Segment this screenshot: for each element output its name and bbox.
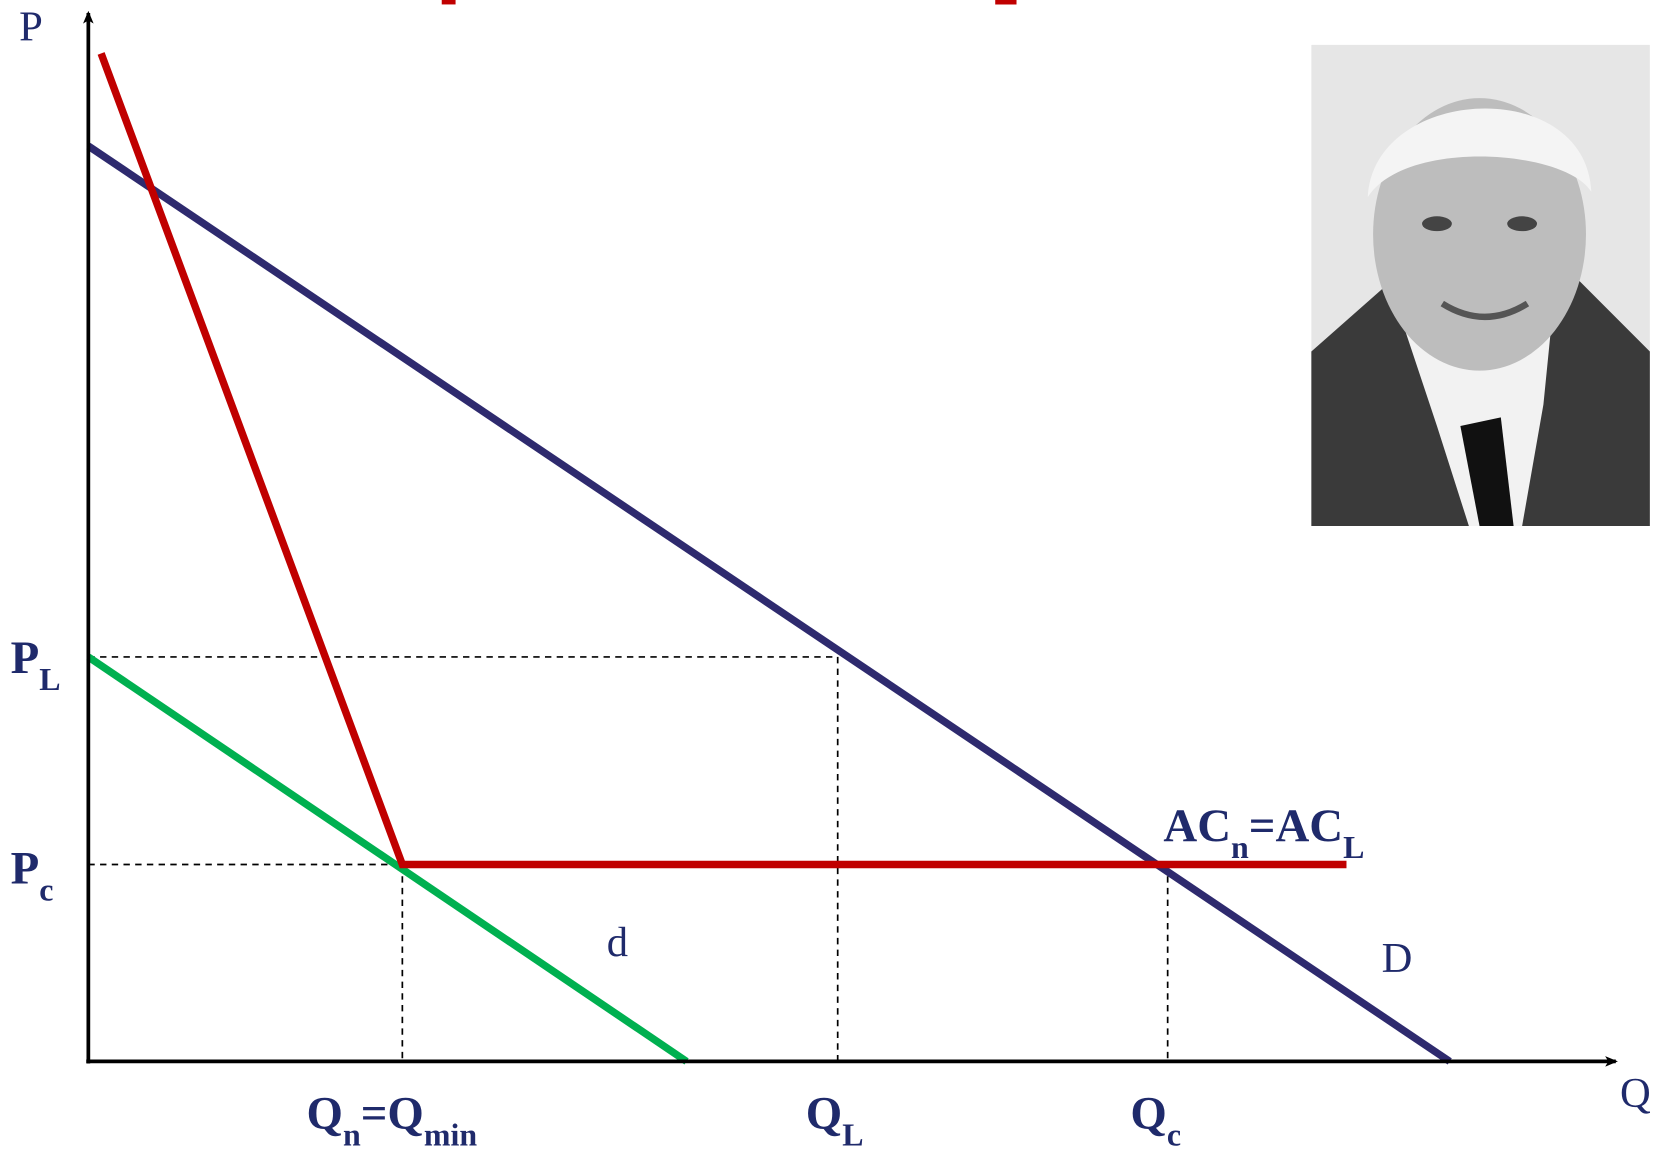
label-main: P <box>11 632 40 684</box>
curve-label: d <box>607 919 628 966</box>
curve-label: D <box>1382 935 1413 982</box>
cost-curve <box>101 53 1346 864</box>
label-sub: c <box>1167 1117 1181 1151</box>
demand-curve <box>88 146 1449 1061</box>
quantity-label: QL <box>806 1087 864 1151</box>
label-sub: n <box>343 1117 361 1151</box>
quantity-label: Qn=Qmin <box>307 1087 478 1151</box>
label-main: AC <box>1163 800 1231 852</box>
label-sub: min <box>424 1117 477 1151</box>
label-main: =Q <box>361 1087 424 1139</box>
photo-eye <box>1422 216 1452 231</box>
label-main: Q <box>1130 1087 1166 1139</box>
label-sub: L <box>39 662 60 697</box>
firm-demand-curve <box>88 657 686 1061</box>
price-label: PL <box>11 632 61 697</box>
portrait <box>1311 45 1649 526</box>
x-axis-label: Q <box>1620 1070 1651 1117</box>
diagram: P Q PL Pc Qn=Qmin QL Qc ACn=ACL d D <box>0 0 1669 1151</box>
label-main: =AC <box>1249 800 1343 852</box>
label-sub: n <box>1231 830 1249 865</box>
label-sub: L <box>842 1117 863 1151</box>
price-label: Pc <box>11 843 54 908</box>
y-axis-label: P <box>19 4 43 51</box>
label-sub: L <box>1343 830 1364 865</box>
cost-label: ACn=ACL <box>1163 800 1364 865</box>
quantity-label: Qc <box>1130 1087 1181 1151</box>
guides <box>88 657 1167 1061</box>
photo-eye <box>1507 216 1537 231</box>
label-main: Q <box>307 1087 343 1139</box>
page: P Q PL Pc Qn=Qmin QL Qc ACn=ACL d D (() … <box>0 0 1669 1151</box>
label-sub: c <box>39 873 53 908</box>
label-main: P <box>11 843 40 895</box>
label-main: Q <box>806 1087 842 1139</box>
